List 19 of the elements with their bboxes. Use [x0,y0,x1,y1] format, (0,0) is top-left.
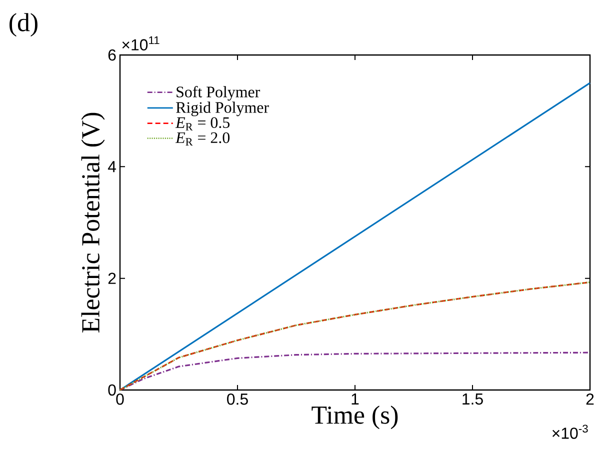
y-axis-title: Electric Potential (V) [81,112,105,333]
x-tick-label: 0 [116,394,124,405]
x-tick-label: 2 [586,394,594,405]
y-tick-label: 0 [108,384,116,396]
line-series [119,281,591,391]
x-tick-label: 1 [352,394,359,404]
text: (d) [10,13,38,37]
y-tick-label: 6 [108,49,116,61]
text: ×10$^{-3}$ [552,424,588,439]
x-tick-label: 0.5 [227,394,248,405]
legend-label: E$_{R}$ = 2.0 [175,132,230,146]
text: ×10$^{11}$ [122,36,160,50]
legend-label: E$_{R}$ = 0.5 [175,117,230,130]
x-tick-label: 1.5 [462,394,483,405]
y-tick-label: 4 [108,161,116,172]
x-axis-title: Time (s) [312,406,398,430]
y-tick-label: 2 [108,272,116,284]
legend-label: Soft Polymer [176,86,260,101]
legend-label: Rigid Polymer [176,102,269,116]
